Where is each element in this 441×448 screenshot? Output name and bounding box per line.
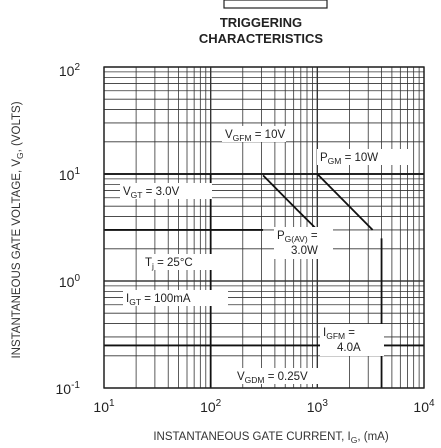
annotation-bg <box>222 126 286 142</box>
annotation-label: VGFM = 10V <box>225 129 285 143</box>
annotation-bg <box>142 254 220 270</box>
series-line-1 <box>262 174 318 231</box>
tick-labels: 101 102 103 104 102 101 100 10-1 <box>56 62 435 415</box>
chart-title-line-1: TRIGGERING <box>220 15 302 30</box>
annotations: VGFM = 10V PGM = 10W VGT = 3.0V PG(AV) =3.0… <box>120 126 413 385</box>
annotation-label: VGDM = 0.25V <box>237 371 308 385</box>
annotation-label: PG(AV) = <box>277 230 318 244</box>
x-axis-label: INSTANTANEOUS GATE CURRENT, IG, (mA) <box>153 431 389 445</box>
x-tick-label: 102 <box>200 398 222 415</box>
chart-title-line-2: CHARACTERISTICS <box>199 31 324 46</box>
y-tick-label: 101 <box>59 166 81 183</box>
annotation-label: IGFM = <box>323 327 355 341</box>
annotation-bg <box>317 149 413 165</box>
x-tick-label: 101 <box>93 398 115 415</box>
annotation-bg <box>320 324 384 356</box>
annotation-label: IGT = 100mA <box>126 293 191 307</box>
x-tick-label: 103 <box>307 398 329 415</box>
annotation-label: 4.0A <box>337 342 361 354</box>
y-tick-label: 102 <box>59 62 81 79</box>
annotation-bg <box>274 227 333 259</box>
y-tick-label: 10-1 <box>56 380 81 397</box>
chart-title: TRIGGERING CHARACTERISTICS <box>199 15 324 46</box>
annotation-bg <box>234 368 342 384</box>
x-tick-label: 104 <box>413 398 435 415</box>
annotation-label: PGM = 10W <box>320 152 378 166</box>
annotation-label: Tj = 25°C <box>145 257 193 271</box>
series-line-2 <box>316 173 374 231</box>
annotation-label: 3.0W <box>291 245 318 257</box>
annotation-bg <box>123 290 228 306</box>
y-tick-label: 100 <box>59 273 81 290</box>
y-axis-label: INSTANTANEOUS GATE VOLTAGE, VG, (VOLTS) <box>11 101 25 358</box>
plot-frame <box>103 66 425 389</box>
top-blank-box <box>223 0 328 9</box>
annotation-bg <box>120 183 212 199</box>
annotation-label: VGT = 3.0V <box>123 186 180 200</box>
